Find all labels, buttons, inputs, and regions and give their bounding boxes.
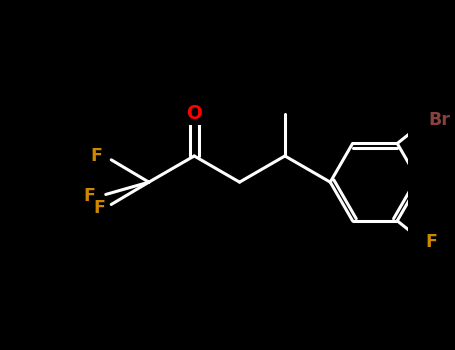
Text: F: F [83, 187, 95, 205]
Text: F: F [426, 233, 438, 251]
Text: F: F [93, 199, 105, 217]
Text: O: O [186, 104, 202, 123]
Text: F: F [90, 147, 102, 165]
Text: Br: Br [428, 111, 450, 130]
